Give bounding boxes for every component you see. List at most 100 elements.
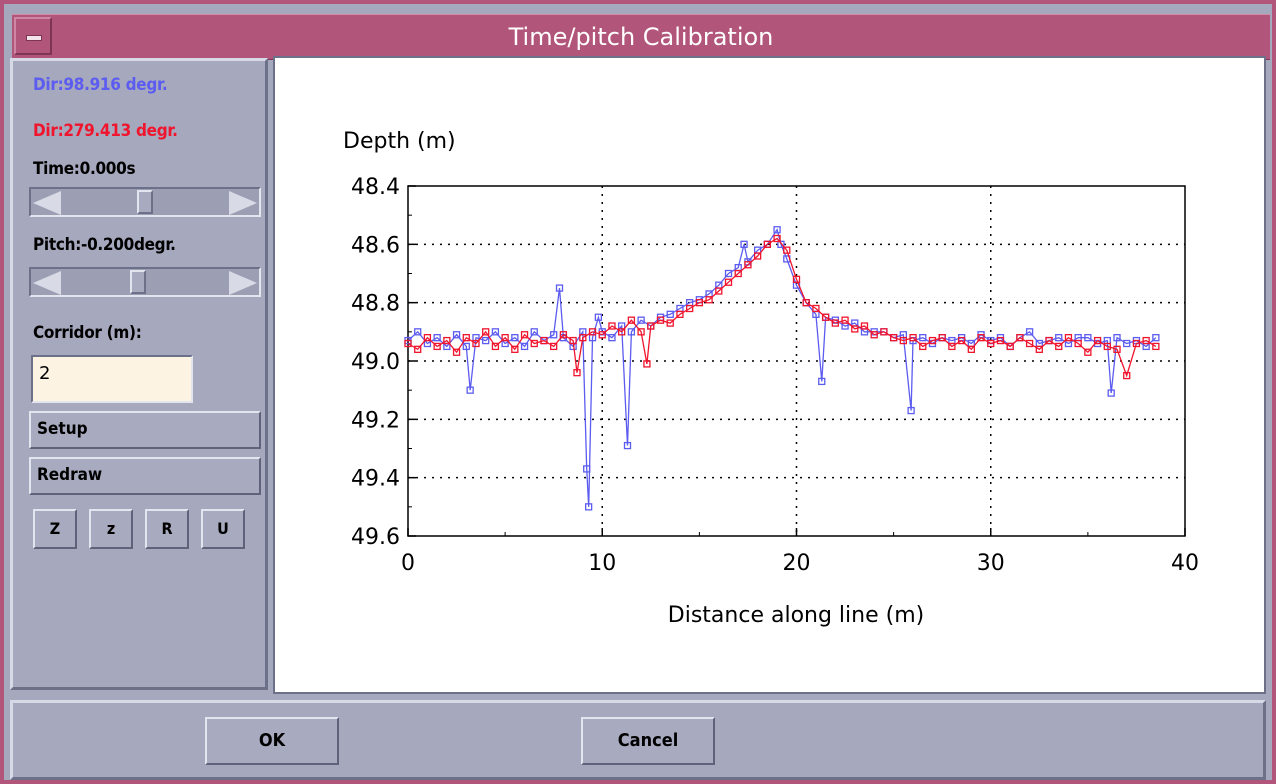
data-point (462, 334, 470, 342)
data-point (967, 345, 975, 353)
scroll-left-icon[interactable] (33, 271, 61, 295)
data-point (841, 316, 849, 324)
series-line-1 (407, 237, 1157, 378)
data-point (977, 334, 985, 342)
data-point (1006, 342, 1014, 351)
data-point (1142, 336, 1150, 345)
data-point (831, 319, 839, 327)
data-point (1035, 345, 1043, 353)
data-point (414, 328, 422, 336)
data-point (860, 322, 869, 330)
y-tick-label: 49.6 (351, 525, 400, 550)
data-point (724, 269, 733, 278)
pitch-slider-thumb[interactable] (129, 270, 146, 294)
data-point (452, 331, 461, 339)
data-point (550, 331, 558, 339)
title-bar[interactable]: Time/pitch Calibration (12, 14, 1270, 60)
data-point (1113, 345, 1121, 353)
data-point (1152, 334, 1160, 342)
data-point (555, 284, 564, 292)
data-point (1045, 336, 1053, 345)
data-point (928, 336, 937, 345)
window-menu-button[interactable] (14, 17, 52, 55)
pitch-slider[interactable] (29, 267, 261, 297)
data-point (1123, 371, 1131, 380)
zoom-out-button[interactable]: z (89, 509, 133, 549)
y-tick-label: 48.8 (351, 292, 400, 317)
setup-button[interactable]: Setup (29, 411, 261, 449)
data-point (987, 339, 995, 348)
data-point (1016, 334, 1024, 342)
data-point (666, 319, 674, 327)
plot-area[interactable]: 0 10 20 30 40 48.4 48.6 48.8 49.0 49.2 49.4 49.6 De… (273, 56, 1266, 694)
y-tick-label: 48.6 (351, 233, 400, 258)
data-point (889, 334, 898, 342)
data-point (433, 342, 441, 351)
data-point (637, 328, 645, 336)
data-point (656, 316, 665, 324)
data-point (773, 226, 781, 234)
data-point (948, 342, 956, 351)
zoom-in-button[interactable]: Z (33, 509, 77, 549)
x-axis-label: Distance along line (m) (668, 603, 924, 628)
cancel-button[interactable]: Cancel (581, 717, 715, 765)
dialog-footer: OK Cancel (10, 700, 1266, 780)
data-point (608, 334, 616, 342)
scroll-left-icon[interactable] (33, 191, 61, 215)
data-point (501, 334, 509, 342)
data-point (579, 334, 587, 342)
data-point (1074, 339, 1082, 348)
data-point (695, 299, 704, 307)
data-point (550, 342, 558, 351)
data-point (472, 339, 480, 348)
time-slider-thumb[interactable] (137, 190, 153, 214)
data-point (618, 328, 626, 336)
x-tick-label: 40 (1171, 551, 1199, 576)
data-point (763, 240, 772, 248)
scroll-right-icon[interactable] (229, 191, 257, 215)
data-point (818, 377, 826, 386)
data-point (870, 331, 878, 339)
ok-button[interactable]: OK (205, 717, 339, 765)
data-point (744, 261, 752, 269)
data-point (1025, 328, 1034, 336)
time-label: Time:0.000s (33, 159, 136, 179)
time-slider[interactable] (29, 187, 261, 217)
window-title: Time/pitch Calibration (508, 23, 774, 51)
data-point (647, 322, 655, 330)
unzoom-button[interactable]: U (201, 509, 245, 549)
depth-chart[interactable]: 0 10 20 30 40 48.4 48.6 48.8 49.0 49.2 49.4 49.6 De… (275, 58, 1264, 692)
y-tick-label: 49.0 (351, 350, 400, 375)
data-point (540, 336, 548, 345)
data-point (627, 328, 636, 336)
data-point (666, 310, 674, 318)
data-point (880, 328, 888, 336)
y-tick-label: 49.4 (351, 467, 400, 492)
data-point (777, 240, 785, 248)
data-point (773, 234, 781, 243)
data-point (753, 252, 762, 260)
y-tick-label: 49.2 (351, 408, 400, 433)
data-point (585, 503, 593, 511)
data-point (1064, 334, 1073, 342)
data-point (608, 322, 616, 330)
x-tick-label: 20 (783, 551, 811, 576)
control-panel: Dir:98.916 degr. Dir:279.413 degr. Time:… (10, 58, 268, 690)
data-point (676, 310, 684, 318)
data-point (821, 313, 830, 321)
data-point (1055, 342, 1063, 351)
data-point (423, 334, 432, 342)
scroll-right-icon[interactable] (229, 271, 257, 295)
data-point (482, 328, 490, 336)
redraw-button[interactable]: Redraw (29, 457, 261, 495)
data-point (559, 331, 568, 339)
reset-button[interactable]: R (145, 509, 189, 549)
direction-b-label: Dir:279.413 degr. (33, 121, 178, 141)
data-point (404, 339, 412, 348)
corridor-input[interactable]: 2 (31, 355, 193, 403)
direction-a-label: Dir:98.916 degr. (33, 75, 168, 95)
data-point (792, 275, 801, 283)
data-point (705, 296, 713, 304)
data-point (598, 331, 606, 339)
data-point (520, 331, 529, 339)
